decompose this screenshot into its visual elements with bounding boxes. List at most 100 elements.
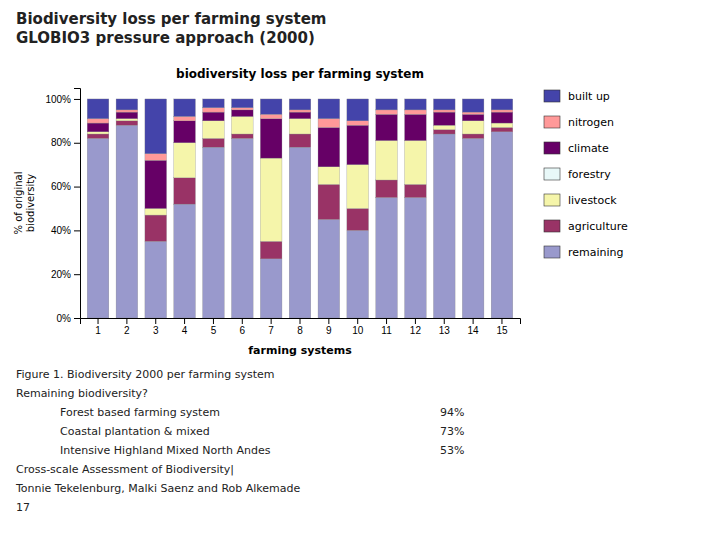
tick-mark (98, 318, 99, 324)
legend-label: nitrogen (568, 116, 614, 129)
annotation: Figure 1. Biodiversity 2000 per farming … (16, 368, 275, 381)
legend-swatch (544, 142, 560, 154)
tick: 100% (45, 94, 80, 105)
bar-segment (87, 99, 109, 119)
legend-swatch (544, 90, 560, 102)
tick-mark (444, 318, 445, 324)
annotation: 94% (440, 406, 464, 419)
tick-mark (74, 187, 80, 188)
bar-segment (289, 147, 311, 318)
tick: 2 (124, 318, 130, 336)
bar-segment (231, 108, 253, 110)
legend-item: agriculture (544, 220, 628, 233)
tick: 9 (326, 318, 332, 336)
tick-mark (357, 318, 358, 324)
bar-segment (174, 143, 196, 178)
tick-label: 4 (182, 325, 188, 336)
bar-segment (433, 125, 455, 129)
legend-swatch (544, 168, 560, 180)
tick-label: 14 (468, 325, 480, 336)
legend-item: livestock (544, 194, 617, 207)
tick-label: 13 (439, 325, 451, 336)
legend-item: built up (544, 90, 610, 103)
bar-segment (491, 123, 513, 127)
legend-item: remaining (544, 246, 624, 259)
annotation: Coastal plantation & mixed (60, 425, 210, 438)
tick-mark (126, 318, 127, 324)
bar-segment (145, 215, 167, 241)
bar-segment (203, 147, 225, 318)
legend-label: built up (568, 90, 610, 103)
bar-segment (145, 99, 167, 154)
bar-segment (491, 112, 513, 123)
tick-label: 100% (45, 94, 71, 105)
bar-segment (491, 127, 513, 131)
bar-segment (260, 259, 282, 318)
bar-segment (203, 108, 225, 112)
bar-segment (491, 132, 513, 318)
bar-segment (347, 230, 369, 318)
legend-swatch (544, 220, 560, 232)
tick-mark (328, 318, 329, 324)
bar-segment (376, 180, 398, 198)
tick: 20% (51, 269, 80, 280)
series (87, 99, 513, 154)
bar-segment (260, 114, 282, 118)
bar-segment (491, 99, 513, 110)
bar-segment (347, 121, 369, 125)
bar-segment (318, 99, 340, 119)
tick-label: 12 (410, 325, 422, 336)
tick: 11 (381, 318, 392, 336)
annotation: Forest based farming system (60, 406, 220, 419)
bar-segment (145, 208, 167, 215)
chart-title: biodiversity loss per farming system (176, 67, 424, 81)
tick-mark (386, 318, 387, 324)
bar-segment (116, 110, 138, 112)
title: Biodiversity loss per farming systemGLOB… (16, 10, 326, 47)
axis-line (81, 319, 521, 325)
bar-segment (347, 99, 369, 121)
legend: built upnitrogenclimateforestrylivestock… (544, 90, 628, 259)
legend-label: forestry (568, 168, 611, 181)
bar-segment (405, 99, 427, 110)
x-axis: 123456789101112131415 (81, 318, 521, 336)
tick-mark (74, 318, 80, 319)
tick: 14 (468, 318, 480, 336)
x-axis-title: farming systems (248, 344, 352, 357)
bar-segment (318, 127, 340, 166)
tick-mark (415, 318, 416, 324)
bar-segment (347, 165, 369, 209)
bar-segment (491, 110, 513, 112)
tick-label: 20% (51, 269, 71, 280)
tick-label: 11 (381, 325, 392, 336)
tick-mark (74, 99, 80, 100)
legend-swatch (544, 246, 560, 258)
tick: 10 (352, 318, 364, 336)
tick: 7 (268, 318, 274, 336)
bar-segment (203, 99, 225, 108)
bar-segment (376, 99, 398, 110)
bar-segment (87, 138, 109, 318)
legend-swatch (544, 194, 560, 206)
tick: 3 (153, 318, 159, 336)
chart: Biodiversity loss per farming systemGLOB… (0, 0, 720, 540)
bar-segment (376, 198, 398, 318)
tick: 1 (95, 318, 101, 336)
bar-segment (174, 121, 196, 143)
bar-segment (376, 141, 398, 180)
tick-label: 8 (297, 325, 303, 336)
bar-segment (347, 125, 369, 164)
bar-segment (318, 119, 340, 128)
bar-segment (116, 125, 138, 318)
bar-segment (203, 121, 225, 139)
bar-segment (289, 110, 311, 112)
tick: 60% (51, 181, 80, 192)
bar-segment (405, 114, 427, 140)
bar-segment (376, 110, 398, 114)
tick-label: 80% (51, 137, 71, 148)
tick-mark (184, 318, 185, 324)
bar-segment (203, 138, 225, 147)
bar-segment (260, 119, 282, 158)
y-axis: 0%20%40%60%80%100% (45, 89, 80, 324)
tick-label: 15 (496, 325, 508, 336)
